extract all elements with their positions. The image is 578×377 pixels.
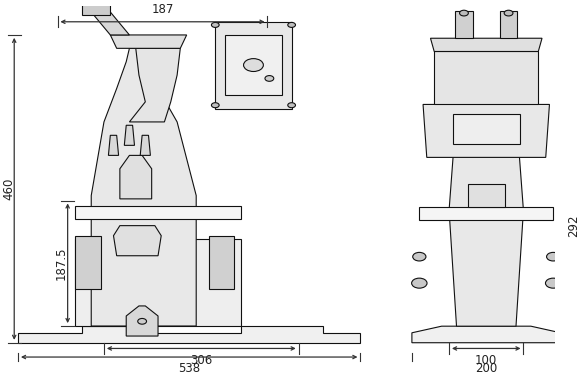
Text: 292: 292 bbox=[567, 215, 578, 238]
Circle shape bbox=[413, 252, 426, 261]
Circle shape bbox=[504, 10, 513, 16]
Bar bbox=[499, 11, 517, 38]
Circle shape bbox=[138, 319, 147, 324]
Text: 538: 538 bbox=[178, 362, 200, 375]
Polygon shape bbox=[120, 155, 151, 199]
Text: 460: 460 bbox=[2, 178, 15, 200]
Polygon shape bbox=[18, 326, 360, 343]
Polygon shape bbox=[81, 0, 110, 15]
Circle shape bbox=[412, 278, 427, 288]
Polygon shape bbox=[434, 52, 538, 104]
Polygon shape bbox=[215, 21, 292, 109]
Bar bbox=[468, 184, 505, 207]
Bar bbox=[209, 236, 234, 289]
Circle shape bbox=[288, 103, 295, 108]
Bar bbox=[75, 236, 101, 289]
Polygon shape bbox=[75, 205, 240, 219]
Text: 187.5: 187.5 bbox=[54, 247, 68, 280]
Circle shape bbox=[265, 75, 274, 81]
Polygon shape bbox=[140, 135, 150, 155]
Circle shape bbox=[460, 10, 468, 16]
Circle shape bbox=[546, 278, 561, 288]
Polygon shape bbox=[431, 38, 542, 52]
Text: 306: 306 bbox=[190, 354, 213, 367]
Polygon shape bbox=[129, 48, 180, 122]
Text: 187: 187 bbox=[151, 3, 173, 17]
Polygon shape bbox=[88, 8, 129, 35]
Polygon shape bbox=[109, 135, 118, 155]
Polygon shape bbox=[113, 226, 161, 256]
Circle shape bbox=[288, 22, 295, 28]
Circle shape bbox=[243, 58, 264, 72]
Text: 100: 100 bbox=[475, 354, 498, 367]
Polygon shape bbox=[449, 111, 524, 326]
Polygon shape bbox=[110, 35, 187, 48]
Polygon shape bbox=[419, 207, 553, 220]
Polygon shape bbox=[91, 48, 196, 326]
Circle shape bbox=[547, 252, 560, 261]
Polygon shape bbox=[412, 326, 561, 343]
Text: 200: 200 bbox=[475, 362, 498, 375]
Polygon shape bbox=[126, 306, 158, 336]
Bar bbox=[225, 35, 282, 95]
Circle shape bbox=[212, 103, 219, 108]
Polygon shape bbox=[423, 104, 550, 157]
Bar bbox=[455, 11, 473, 38]
Polygon shape bbox=[124, 125, 135, 146]
Circle shape bbox=[212, 22, 219, 28]
Bar bbox=[75, 239, 240, 326]
Bar bbox=[453, 114, 520, 144]
